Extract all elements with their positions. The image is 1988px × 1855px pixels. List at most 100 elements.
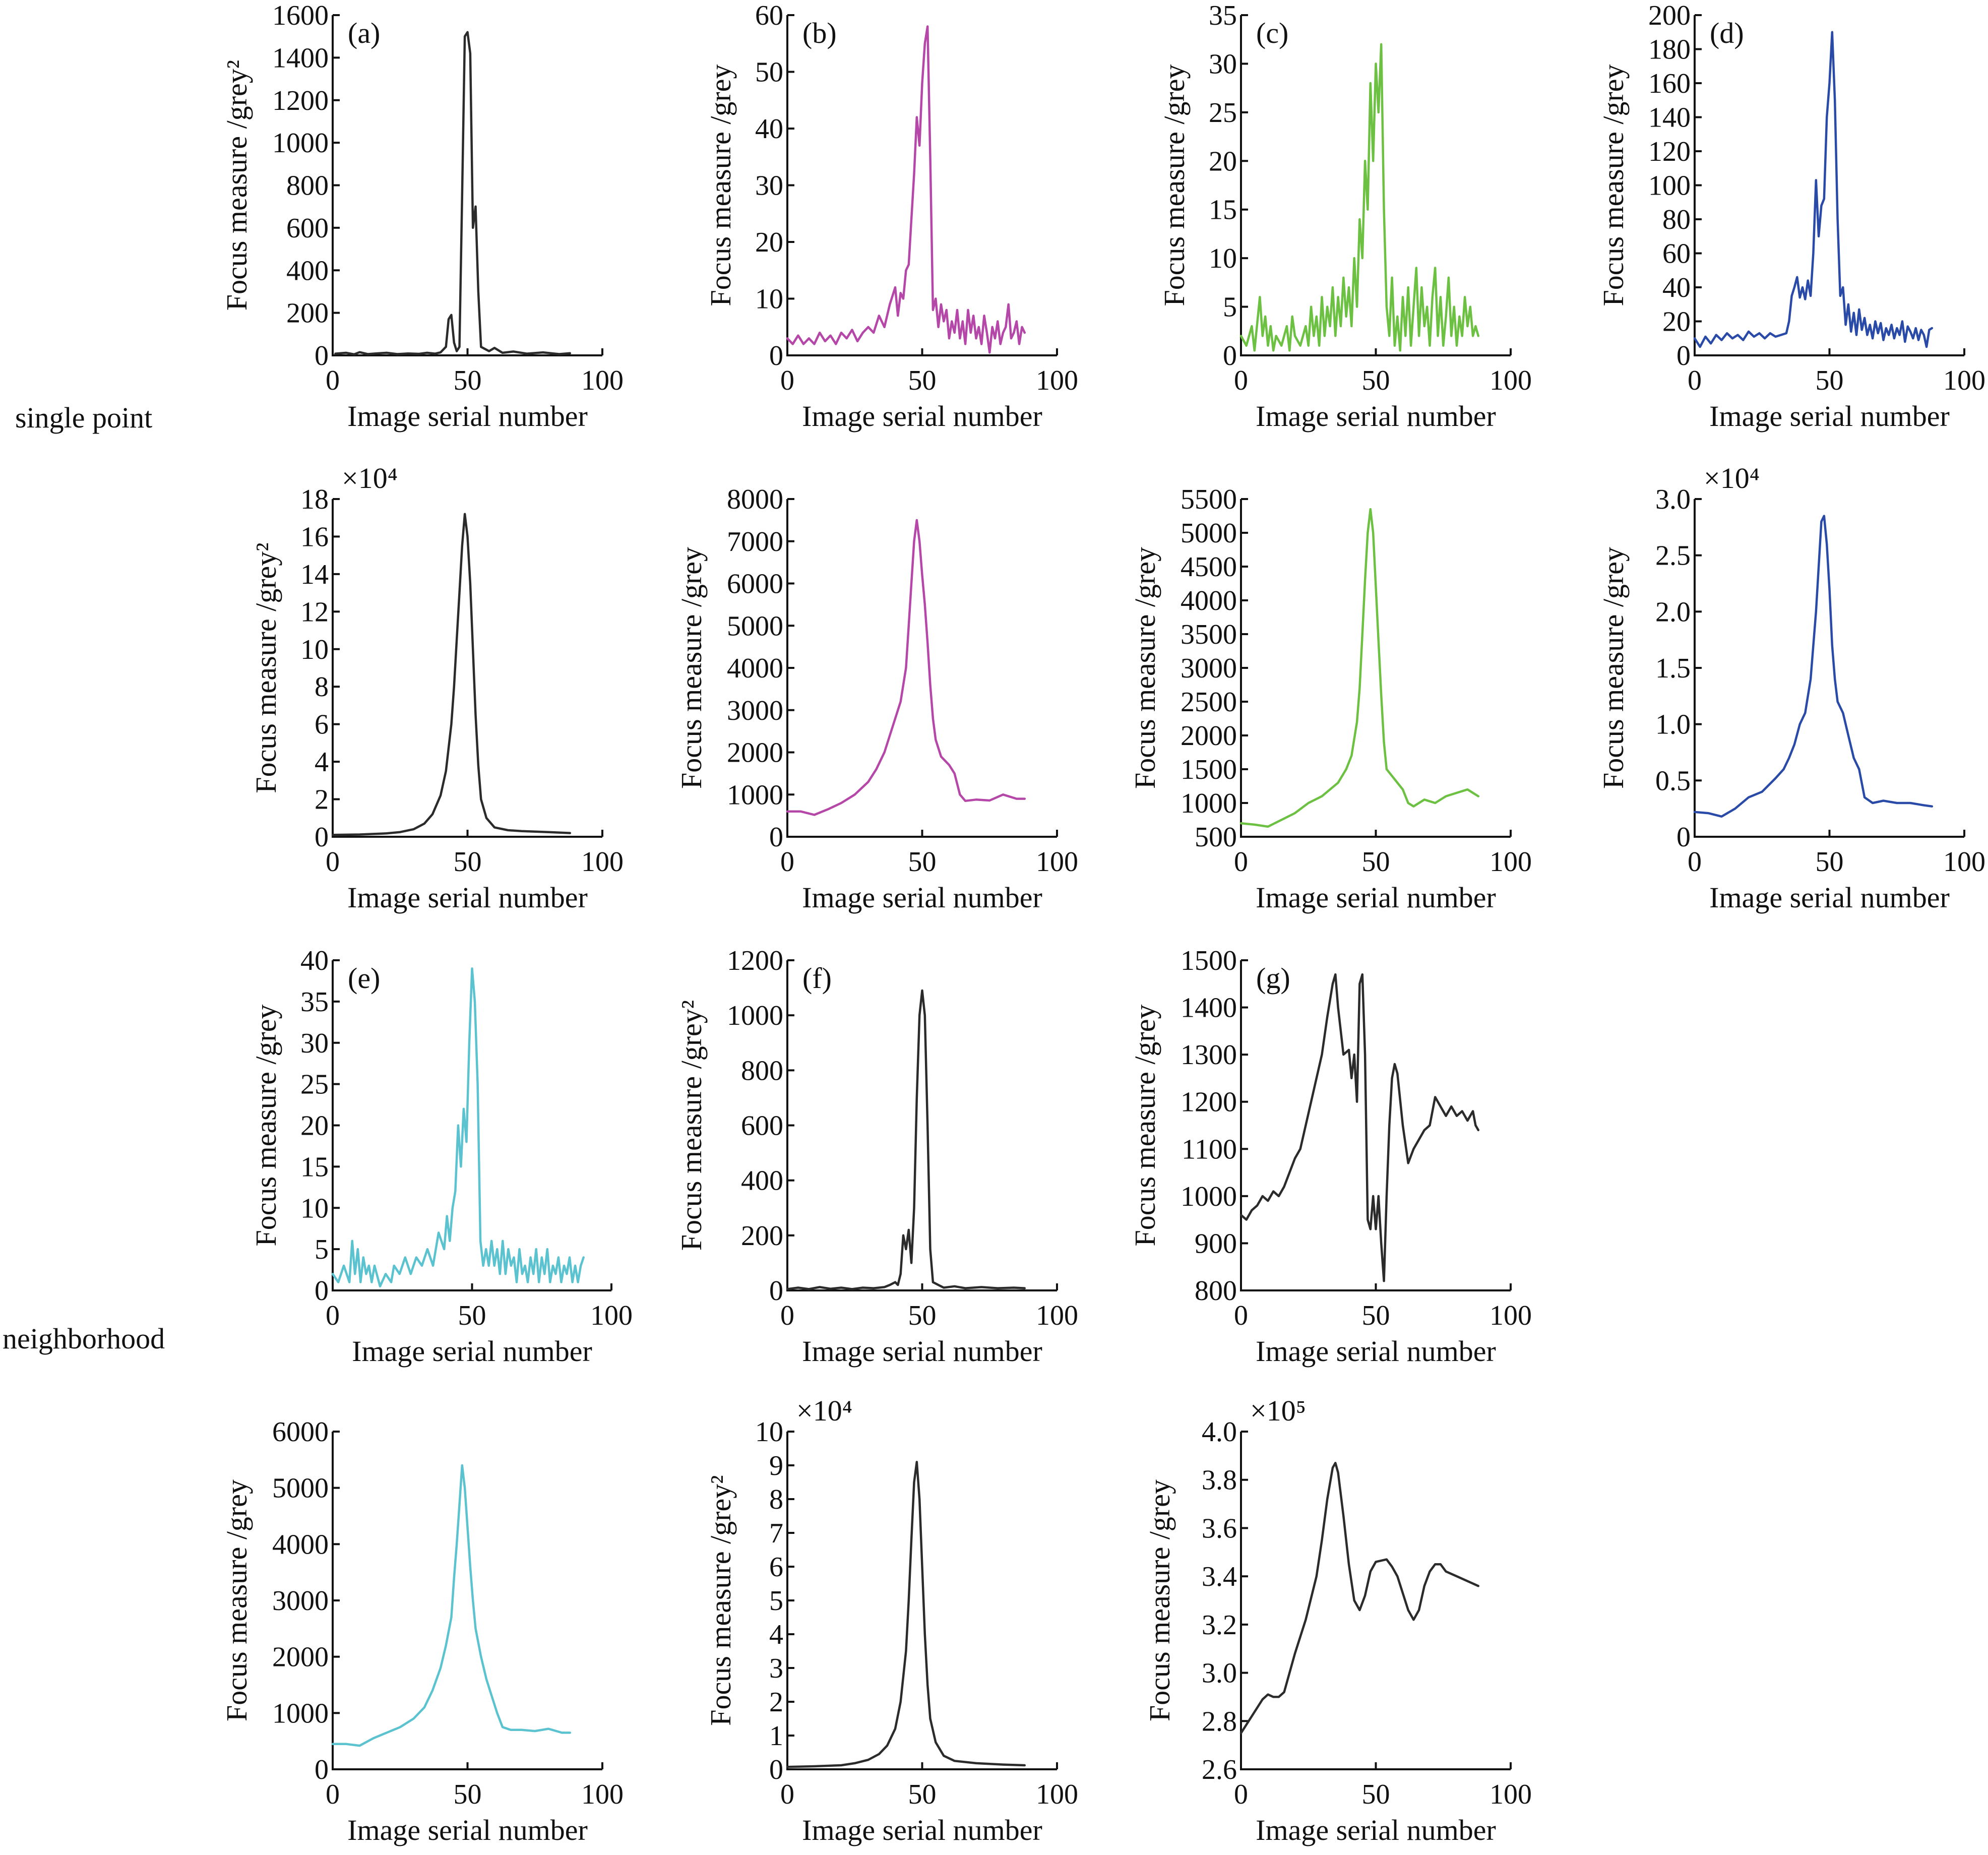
row-label-single-point: single point (15, 401, 152, 434)
axis-multiplier: ×10⁴ (1704, 462, 1760, 494)
y-tick-label: 140 (1648, 102, 1691, 134)
chart-panel: 0 50 10002004006008001000120014001600Image… (220, 0, 624, 432)
y-tick-label: 2000 (272, 1642, 329, 1673)
y-tick-label: 120 (1648, 136, 1691, 167)
y-tick-label: 30 (300, 1028, 329, 1059)
y-axis-label: Focus measure /grey (250, 1005, 282, 1247)
y-tick-label: 12 (300, 596, 329, 628)
y-tick-label: 60 (755, 0, 783, 31)
y-axis-label: Focus measure /grey (1597, 65, 1630, 306)
x-axis-label: Image serial number (1256, 400, 1496, 432)
y-tick-label: 1400 (272, 42, 329, 74)
y-tick-label: 50 (755, 57, 783, 88)
axis-multiplier: ×10⁵ (1250, 1394, 1306, 1427)
y-tick-label: 10 (300, 634, 329, 665)
y-tick-label: 5 (315, 1234, 329, 1265)
y-tick-label: 3.4 (1202, 1561, 1237, 1592)
y-tick-label: 5000 (1181, 518, 1237, 549)
x-tick-label: 0 (326, 365, 340, 396)
y-tick-label: 10 (755, 284, 783, 315)
y-tick-label: 500 (1195, 822, 1237, 853)
x-tick-label: 0 (780, 1779, 794, 1810)
y-tick-label: 9 (769, 1450, 783, 1481)
x-tick-label: 100 (1036, 846, 1078, 878)
y-tick-label: 600 (741, 1110, 783, 1142)
y-tick-label: 0 (1676, 340, 1691, 372)
x-tick-label: 50 (908, 846, 937, 878)
y-tick-label: 1100 (1182, 1134, 1237, 1165)
y-tick-label: 0 (769, 822, 783, 853)
chart-panels: 0 50 10002004006008001000120014001600Image… (220, 0, 1985, 1846)
y-axis-label: Focus measure /grey (1158, 65, 1191, 306)
row-label-neighborhood: neighborhood (3, 1322, 165, 1355)
series-line (1693, 515, 1934, 818)
y-tick-label: 8000 (727, 484, 783, 515)
y-tick-label: 5000 (272, 1473, 329, 1504)
series-line (1239, 43, 1480, 352)
series-line (334, 31, 572, 356)
x-tick-label: 100 (581, 846, 624, 878)
x-tick-label: 0 (1688, 365, 1702, 396)
y-tick-label: 1 (769, 1720, 783, 1752)
y-tick-label: 40 (1662, 272, 1691, 303)
x-tick-label: 50 (1816, 365, 1844, 396)
axis-line (332, 15, 602, 356)
y-tick-label: 4 (769, 1619, 783, 1650)
x-tick-label: 50 (1362, 846, 1390, 878)
y-tick-label: 3.8 (1202, 1465, 1237, 1496)
y-tick-label: 0 (1223, 340, 1237, 372)
y-tick-label: 3000 (727, 695, 783, 726)
axis-line (786, 960, 1057, 1291)
y-tick-label: 3.6 (1202, 1513, 1237, 1544)
y-tick-label: 15 (300, 1151, 329, 1183)
x-tick-label: 0 (1234, 1300, 1248, 1331)
y-tick-label: 0 (315, 822, 329, 853)
x-tick-label: 0 (1688, 846, 1702, 878)
x-axis-label: Image serial number (802, 400, 1042, 432)
panel-label: (g) (1256, 962, 1290, 995)
series-line (1239, 1461, 1480, 1735)
x-axis-label: Image serial number (1709, 881, 1950, 914)
y-tick-label: 25 (300, 1069, 329, 1100)
y-axis-label: Focus measure /grey (704, 65, 737, 306)
y-tick-label: 2 (769, 1687, 783, 1718)
panel-label: (d) (1710, 17, 1744, 49)
y-tick-label: 1.5 (1655, 653, 1691, 684)
chart-panel: 0 50 100 0 5 10 15 20 25 30 35 Image serial number F… (1158, 0, 1532, 432)
axis-multiplier: ×10⁴ (342, 462, 398, 494)
y-tick-label: 4.0 (1202, 1416, 1237, 1448)
x-tick-label: 50 (1362, 1779, 1390, 1810)
y-tick-label: 7 (769, 1518, 783, 1549)
y-tick-label: 1500 (1181, 945, 1237, 976)
series-line (331, 967, 585, 1288)
y-tick-label: 80 (1662, 204, 1691, 235)
chart-panel: 0 50 100010002000300040005000600070008000I… (675, 484, 1078, 914)
series-line (786, 989, 1026, 1290)
x-tick-label: 0 (326, 1300, 340, 1331)
y-tick-label: 1000 (1181, 788, 1237, 819)
y-tick-label: 3 (769, 1653, 783, 1684)
x-tick-label: 100 (581, 365, 624, 396)
y-tick-label: 600 (286, 213, 329, 244)
y-axis-label: Focus measure /grey (1129, 1005, 1161, 1247)
x-tick-label: 100 (1943, 365, 1985, 396)
x-tick-label: 100 (1489, 846, 1532, 878)
y-tick-label: 3000 (272, 1585, 329, 1617)
panel-label: (e) (348, 962, 380, 995)
y-axis-label: Focus measure /grey (1597, 547, 1630, 789)
panel-label: (a) (348, 17, 380, 49)
chart-panel: 0 50 100 2.6 2.8 3.0 3.2 3.4 3.6 3.8 4.0 Image seri… (1143, 1394, 1532, 1846)
y-tick-label: 2.0 (1655, 596, 1691, 628)
y-tick-label: 16 (300, 521, 329, 552)
x-tick-label: 50 (458, 1300, 486, 1331)
x-axis-label: Image serial number (1709, 400, 1950, 432)
chart-panel: 0 50 100 0 0.5 1.0 1.5 2.0 2.5 3.0 Image serial nu… (1597, 462, 1985, 914)
axis-line (786, 499, 1057, 838)
x-tick-label: 100 (1036, 365, 1078, 396)
y-tick-label: 1400 (1181, 993, 1237, 1024)
axis-line (1240, 499, 1511, 838)
x-tick-label: 100 (1489, 1779, 1532, 1810)
y-tick-label: 6 (769, 1552, 783, 1583)
y-tick-label: 900 (1195, 1228, 1237, 1259)
